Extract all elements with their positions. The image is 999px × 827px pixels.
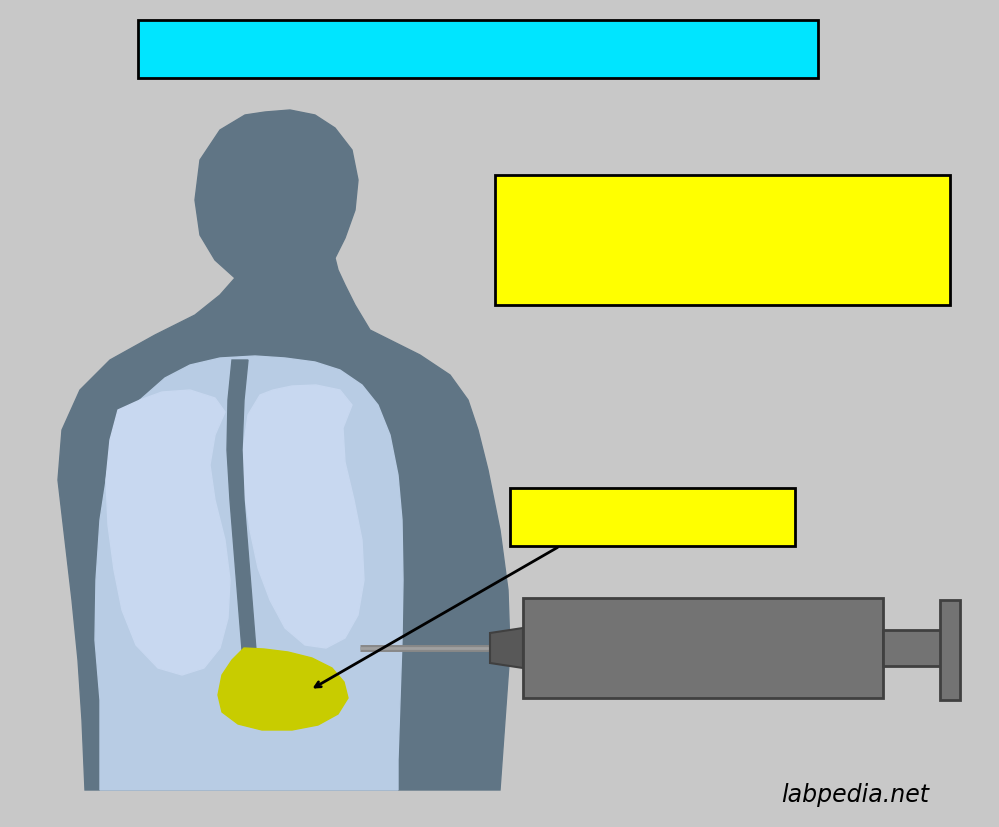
- Polygon shape: [940, 600, 960, 700]
- Polygon shape: [227, 360, 258, 700]
- Polygon shape: [95, 356, 403, 790]
- Text: 3. Do from the back: 3. Do from the back: [509, 271, 730, 291]
- Text: Procedure for aspiration of Pleural effusion: Procedure for aspiration of Pleural effu…: [166, 35, 789, 63]
- Polygon shape: [218, 648, 348, 730]
- FancyBboxPatch shape: [495, 175, 950, 305]
- Text: 1. Best by ultrasound guided: 1. Best by ultrasound guided: [509, 191, 831, 211]
- Polygon shape: [490, 628, 523, 668]
- Polygon shape: [106, 390, 230, 675]
- Bar: [883, 630, 943, 666]
- Text: labpedia.net: labpedia.net: [781, 783, 929, 807]
- Text: 2. Do in sitting position: 2. Do in sitting position: [509, 231, 768, 251]
- Polygon shape: [58, 110, 510, 790]
- FancyBboxPatch shape: [510, 488, 795, 546]
- Polygon shape: [243, 385, 364, 648]
- Bar: [523, 598, 883, 698]
- FancyBboxPatch shape: [138, 20, 818, 78]
- Text: Pleural effusion: Pleural effusion: [555, 505, 749, 529]
